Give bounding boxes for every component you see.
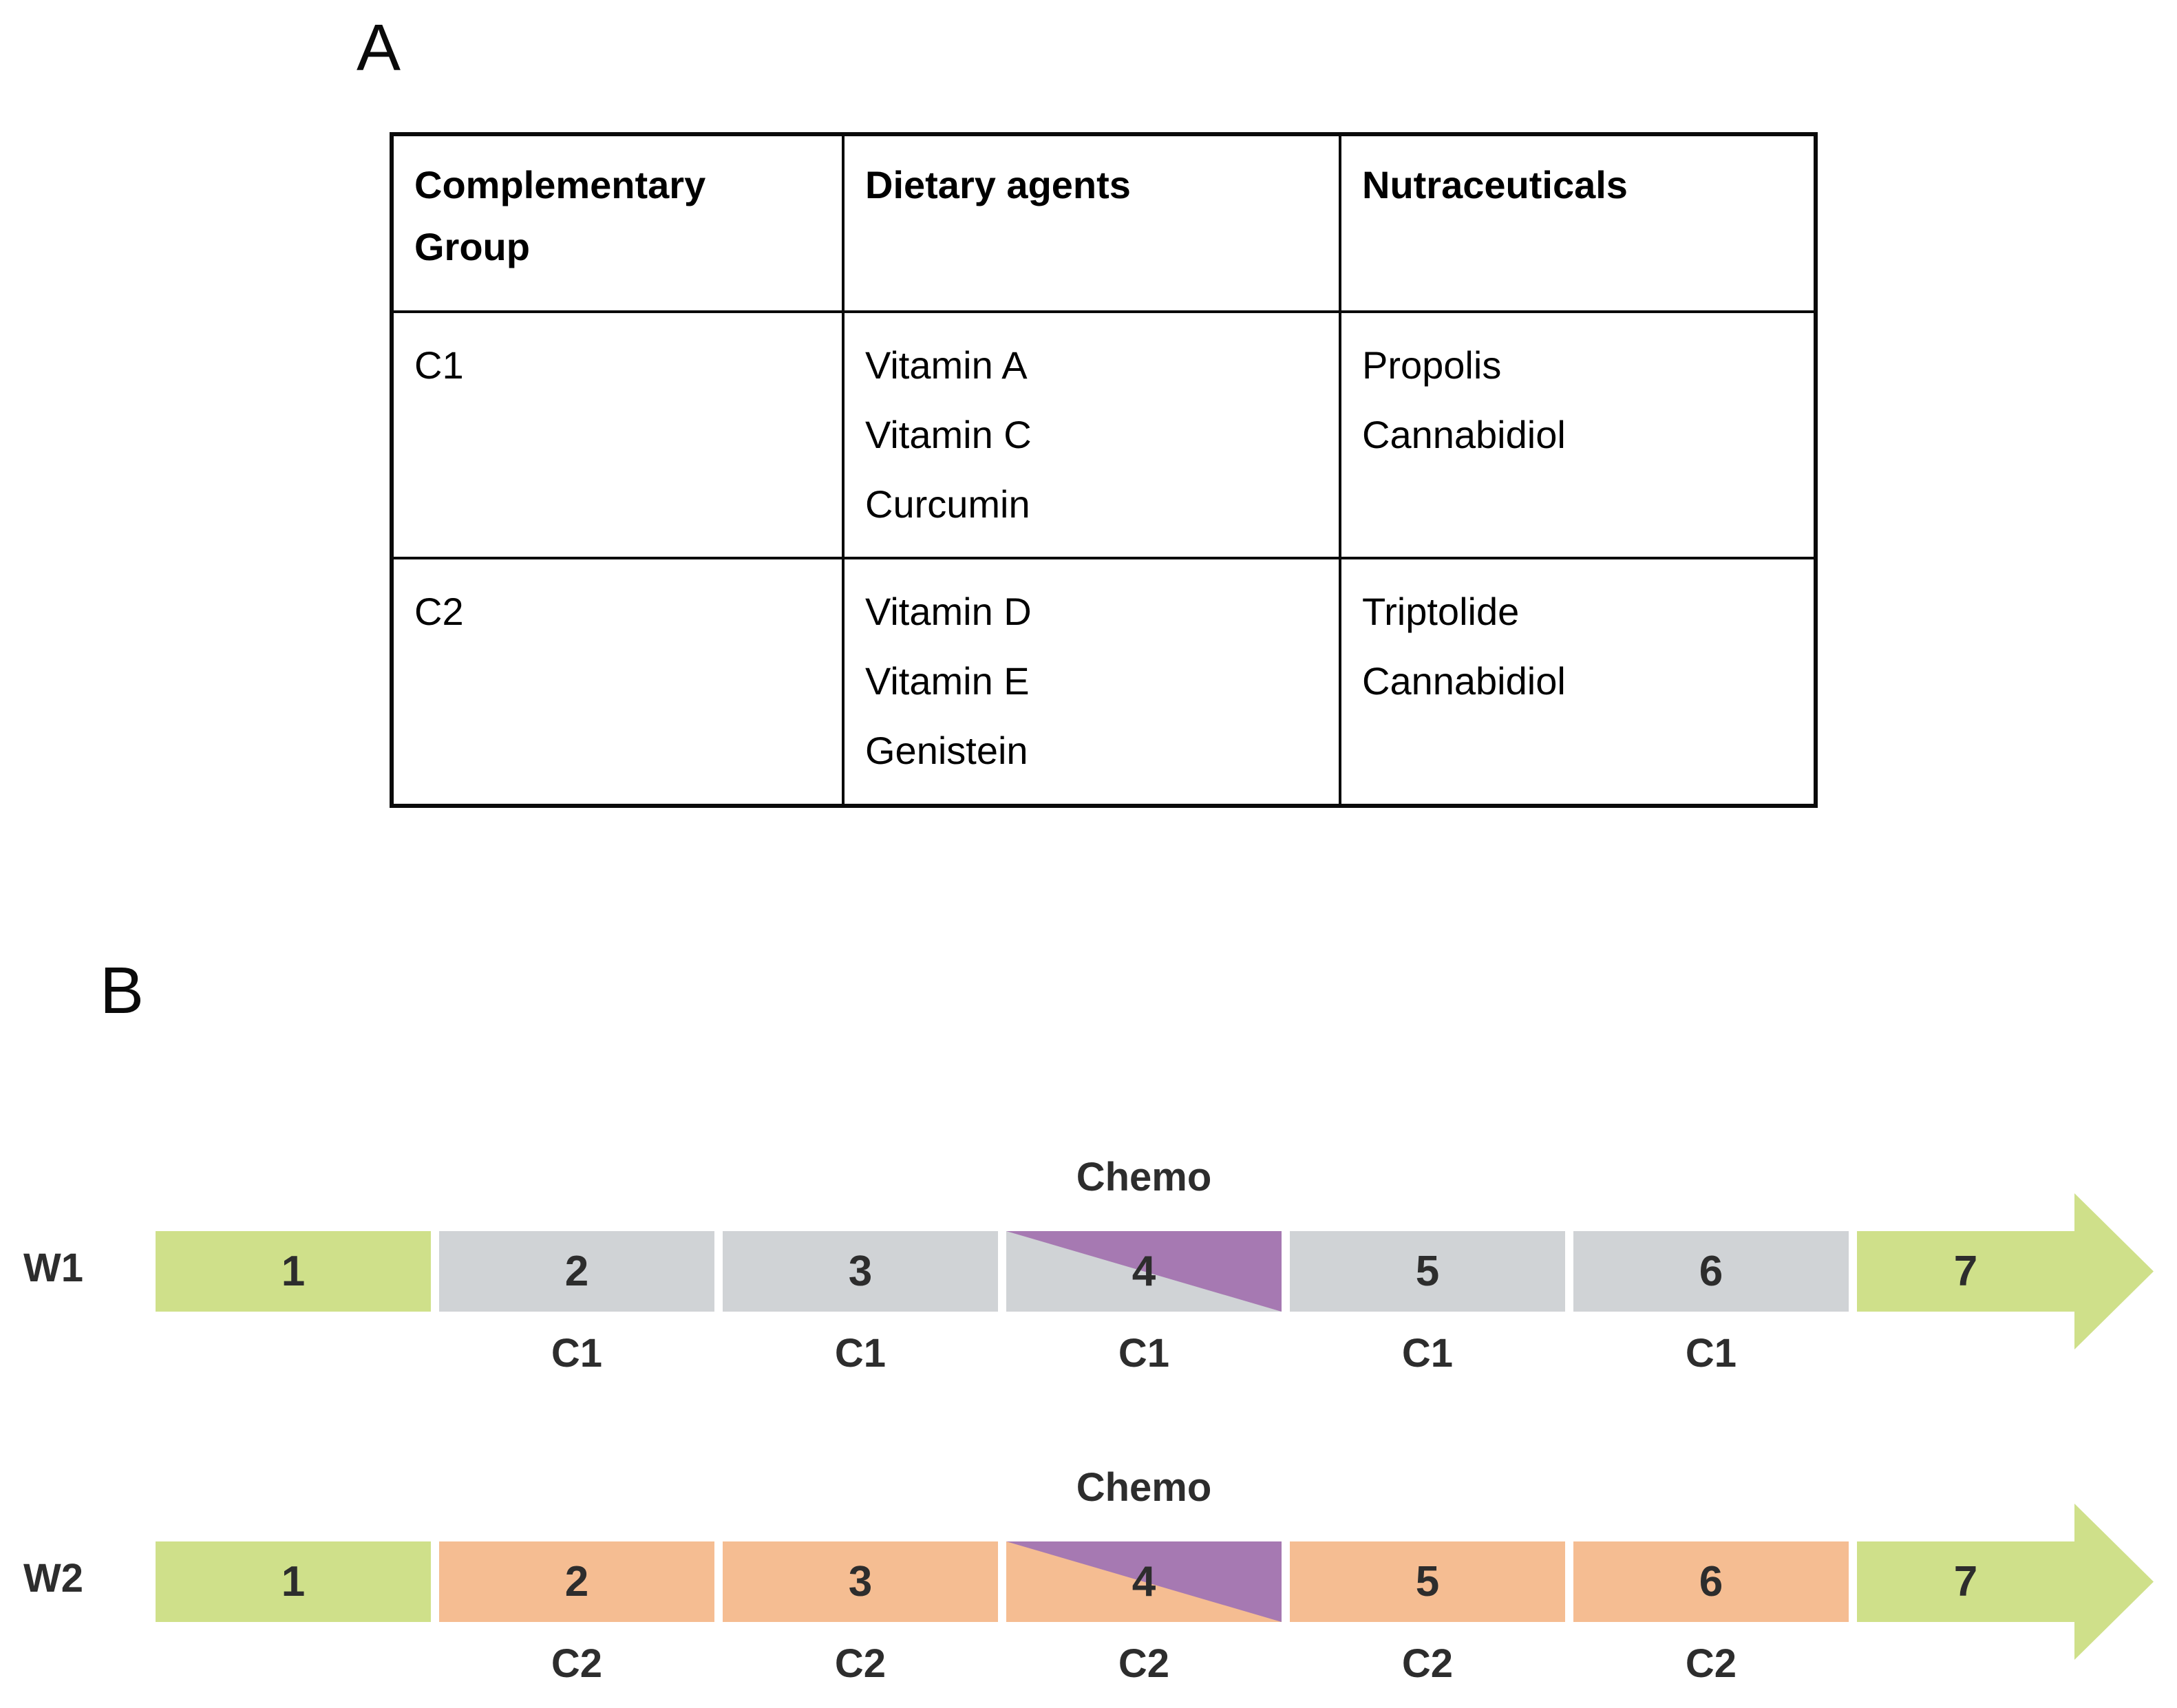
supplement-label: C2 [834, 1641, 886, 1686]
table-row-c2: C2 Vitamin D Vitamin E Genistein Triptol… [390, 557, 1817, 807]
segment-number: 4 [1132, 1557, 1156, 1605]
segment-number: 2 [564, 1557, 589, 1605]
dietary-item: Vitamin A [865, 343, 1028, 387]
w1-segment-3: 3 [723, 1231, 998, 1312]
group-cell: C2 [390, 557, 845, 807]
chemo-label-w2: Chemo [1076, 1465, 1212, 1510]
dietary-item: Curcumin [865, 482, 1030, 526]
timeline-w1-supplement-labels: C1 C1 C1 C1 C1 [156, 1334, 1849, 1374]
segment-number: 3 [848, 1247, 873, 1295]
nutraceuticals-cell: Triptolide Cannabidiol [1339, 557, 1817, 807]
nutraceutical-item: Triptolide [1362, 590, 1520, 634]
supplement-spacer [156, 1644, 431, 1684]
segment-number: 7 [1953, 1247, 1978, 1295]
segment-number: 5 [1415, 1247, 1440, 1295]
w1-segment-5: 5 [1290, 1231, 1565, 1312]
dietary-item: Vitamin E [865, 659, 1030, 703]
supplement-label: C2 [1401, 1641, 1454, 1686]
w1-segment-1: 1 [156, 1231, 431, 1312]
nutraceuticals-cell: Propolis Cannabidiol [1339, 310, 1817, 560]
w2-segment-4-chemo: 4 [1006, 1541, 1282, 1622]
supplement-label: C1 [1685, 1331, 1737, 1376]
dietary-item: Vitamin D [865, 590, 1032, 634]
dietary-agents-cell: Vitamin A Vitamin C Curcumin [842, 310, 1341, 560]
dietary-item: Genistein [865, 728, 1028, 772]
group-cell: C1 [390, 310, 845, 560]
supplement-label: C1 [551, 1331, 603, 1376]
nutraceutical-item: Propolis [1362, 343, 1502, 387]
supplement-label: C2 [551, 1641, 603, 1686]
supplement-label: C2 [1685, 1641, 1737, 1686]
chemo-label-w1: Chemo [1076, 1155, 1212, 1199]
col-header-dietary-agents: Dietary agents [842, 133, 1341, 313]
supplement-label: C1 [834, 1331, 886, 1376]
segment-number: 6 [1699, 1247, 1723, 1295]
supplement-label: C1 [1118, 1331, 1170, 1376]
segment-number: 1 [281, 1557, 306, 1605]
panel-b-label: B [100, 954, 145, 1027]
timeline-w2-supplement-labels: C2 C2 C2 C2 C2 [156, 1644, 1849, 1684]
supplement-label: C1 [1401, 1331, 1454, 1376]
segment-number: 2 [564, 1247, 589, 1295]
timeline-w1-segments: 1 2 3 4 5 6 7 [156, 1193, 2154, 1349]
supplement-spacer [156, 1334, 431, 1374]
timeline-w2-segments: 1 2 3 4 5 6 7 [156, 1504, 2154, 1660]
w2-segment-5: 5 [1290, 1541, 1565, 1622]
w2-segment-7-arrow: 7 [1857, 1504, 2154, 1660]
col-header-nutraceuticals: Nutraceuticals [1339, 133, 1817, 313]
col-header-complementary-group: Complementary Group [390, 133, 845, 313]
arrow-shape [1857, 1504, 2154, 1660]
w1-segment-4-chemo: 4 [1006, 1231, 1282, 1312]
w2-segment-2: 2 [439, 1541, 714, 1622]
timeline-w2-label: W2 [23, 1556, 83, 1601]
w2-segment-1: 1 [156, 1541, 431, 1622]
segment-number: 1 [281, 1247, 306, 1295]
dietary-item: Vitamin C [865, 412, 1032, 456]
segment-number: 7 [1953, 1557, 1978, 1605]
segment-number: 6 [1699, 1557, 1723, 1605]
arrow-shape [1857, 1193, 2154, 1349]
panel-a-label: A [357, 11, 401, 85]
table-row-c1: C1 Vitamin A Vitamin C Curcumin Propolis… [390, 310, 1817, 560]
segment-number: 3 [848, 1557, 873, 1605]
dietary-agents-cell: Vitamin D Vitamin E Genistein [842, 557, 1341, 807]
supplement-label: C2 [1118, 1641, 1170, 1686]
complementary-groups-table: Complementary Group Dietary agents Nutra… [390, 132, 1818, 808]
table-header-row: Complementary Group Dietary agents Nutra… [390, 133, 1817, 313]
w2-segment-3: 3 [723, 1541, 998, 1622]
w2-segment-6: 6 [1573, 1541, 1849, 1622]
w1-segment-7-arrow: 7 [1857, 1193, 2154, 1349]
w1-segment-6: 6 [1573, 1231, 1849, 1312]
timeline-w1-label: W1 [23, 1246, 83, 1290]
segment-number: 4 [1132, 1247, 1156, 1295]
segment-number: 5 [1415, 1557, 1440, 1605]
nutraceutical-item: Cannabidiol [1362, 659, 1566, 703]
w1-segment-2: 2 [439, 1231, 714, 1312]
nutraceutical-item: Cannabidiol [1362, 412, 1566, 456]
